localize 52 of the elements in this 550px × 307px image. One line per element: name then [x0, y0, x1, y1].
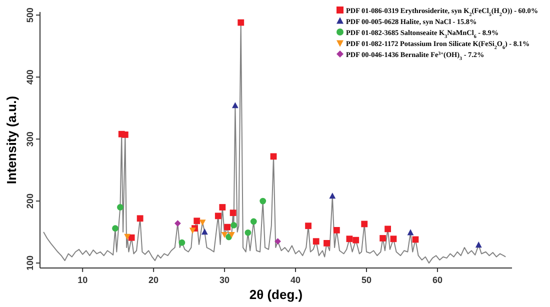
point — [224, 224, 231, 230]
x-tick-label: 60 — [432, 275, 442, 285]
point — [352, 236, 360, 244]
point — [250, 218, 257, 225]
x-tick-label: 20 — [148, 275, 159, 285]
x-tick-label: 10 — [78, 275, 88, 285]
point — [201, 228, 208, 235]
y-tick-label: 200 — [25, 194, 35, 209]
y-tick-label: 500 — [25, 8, 35, 23]
point — [178, 239, 186, 246]
point — [199, 220, 206, 226]
point — [380, 235, 386, 242]
point — [384, 226, 391, 232]
point — [346, 236, 353, 242]
point — [238, 19, 244, 26]
point — [230, 222, 237, 228]
point — [124, 234, 130, 240]
point — [122, 132, 128, 138]
point — [324, 240, 330, 246]
point — [221, 232, 228, 238]
y-axis-title: Intensity (a.u.) — [4, 96, 19, 184]
point — [244, 229, 252, 236]
point — [128, 234, 135, 241]
point — [174, 220, 181, 227]
point — [214, 212, 222, 220]
point — [475, 242, 482, 248]
x-tick-label: 30 — [220, 275, 230, 285]
y-tick-label: 300 — [25, 132, 35, 147]
point — [232, 102, 238, 108]
point — [136, 215, 144, 222]
point — [361, 220, 368, 228]
point — [270, 153, 277, 160]
point — [230, 210, 236, 216]
point — [194, 218, 200, 224]
point — [274, 238, 281, 245]
point — [329, 192, 336, 199]
point — [112, 225, 118, 232]
point — [390, 236, 397, 242]
point — [305, 222, 312, 230]
x-tick-label: 50 — [361, 275, 372, 285]
point — [260, 198, 266, 204]
x-tick-label: 40 — [290, 275, 301, 285]
point — [407, 229, 414, 236]
x-axis-title: 2θ (deg.) — [249, 287, 303, 302]
point — [312, 238, 320, 245]
point — [189, 228, 196, 234]
y-tick-label: 100 — [25, 256, 35, 271]
y-tick-label: 400 — [25, 70, 35, 85]
point — [228, 232, 235, 238]
point — [333, 226, 340, 234]
point — [219, 204, 226, 210]
point — [117, 204, 124, 210]
